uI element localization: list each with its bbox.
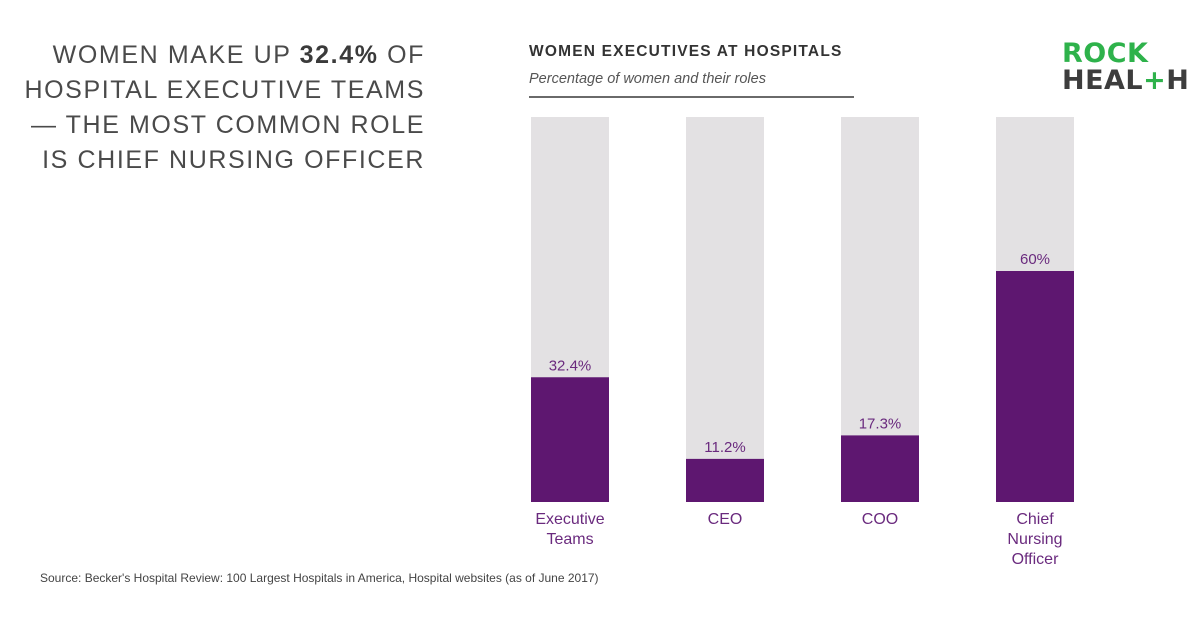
data-label-4: 60% (1020, 251, 1050, 268)
data-label-2: 11.2% (704, 439, 745, 456)
bar-track-2 (686, 117, 764, 502)
subtitle-divider (529, 96, 854, 98)
rock-health-logo: ROCK HEAL+H (1062, 38, 1189, 96)
bar-2 (686, 458, 764, 502)
data-label-1: 32.4% (549, 357, 592, 374)
headline-highlight: 32.4% (299, 41, 379, 69)
headline: WOMEN MAKE UP 32.4% OF HOSPITAL EXECUTIV… (20, 38, 425, 178)
logo-line-2-a: HEAL (1062, 65, 1144, 96)
bar-1 (531, 377, 609, 502)
logo-line-2: HEAL+H (1062, 65, 1189, 96)
headline-part2: OF HOSPITAL EXECUTIVE TEAMS— THE MOST CO… (24, 41, 425, 174)
logo-line-2-b: H (1166, 65, 1190, 96)
category-label-4-line-3: Officer (1012, 551, 1060, 568)
category-label-4-line-2: Nursing (1007, 531, 1062, 548)
bar-4 (996, 271, 1074, 502)
logo-plus-icon: + (1143, 65, 1167, 96)
chart-title: WOMEN EXECUTIVES AT HOSPITALS (529, 43, 843, 60)
category-label-1-line-1: Executive (535, 511, 604, 528)
category-label-3-line-1: COO (862, 511, 898, 528)
category-label-4-line-1: Chief (1016, 511, 1054, 528)
headline-part1: WOMEN MAKE UP (52, 41, 300, 69)
source-note: Source: Becker's Hospital Review: 100 La… (40, 571, 599, 585)
data-label-3: 17.3% (859, 415, 902, 432)
bar-3 (841, 435, 919, 502)
logo-line-1: ROCK (1062, 38, 1149, 69)
category-label-2-line-1: CEO (708, 511, 743, 528)
chart-subtitle: Percentage of women and their roles (529, 71, 766, 87)
category-label-1-line-2: Teams (546, 531, 593, 548)
